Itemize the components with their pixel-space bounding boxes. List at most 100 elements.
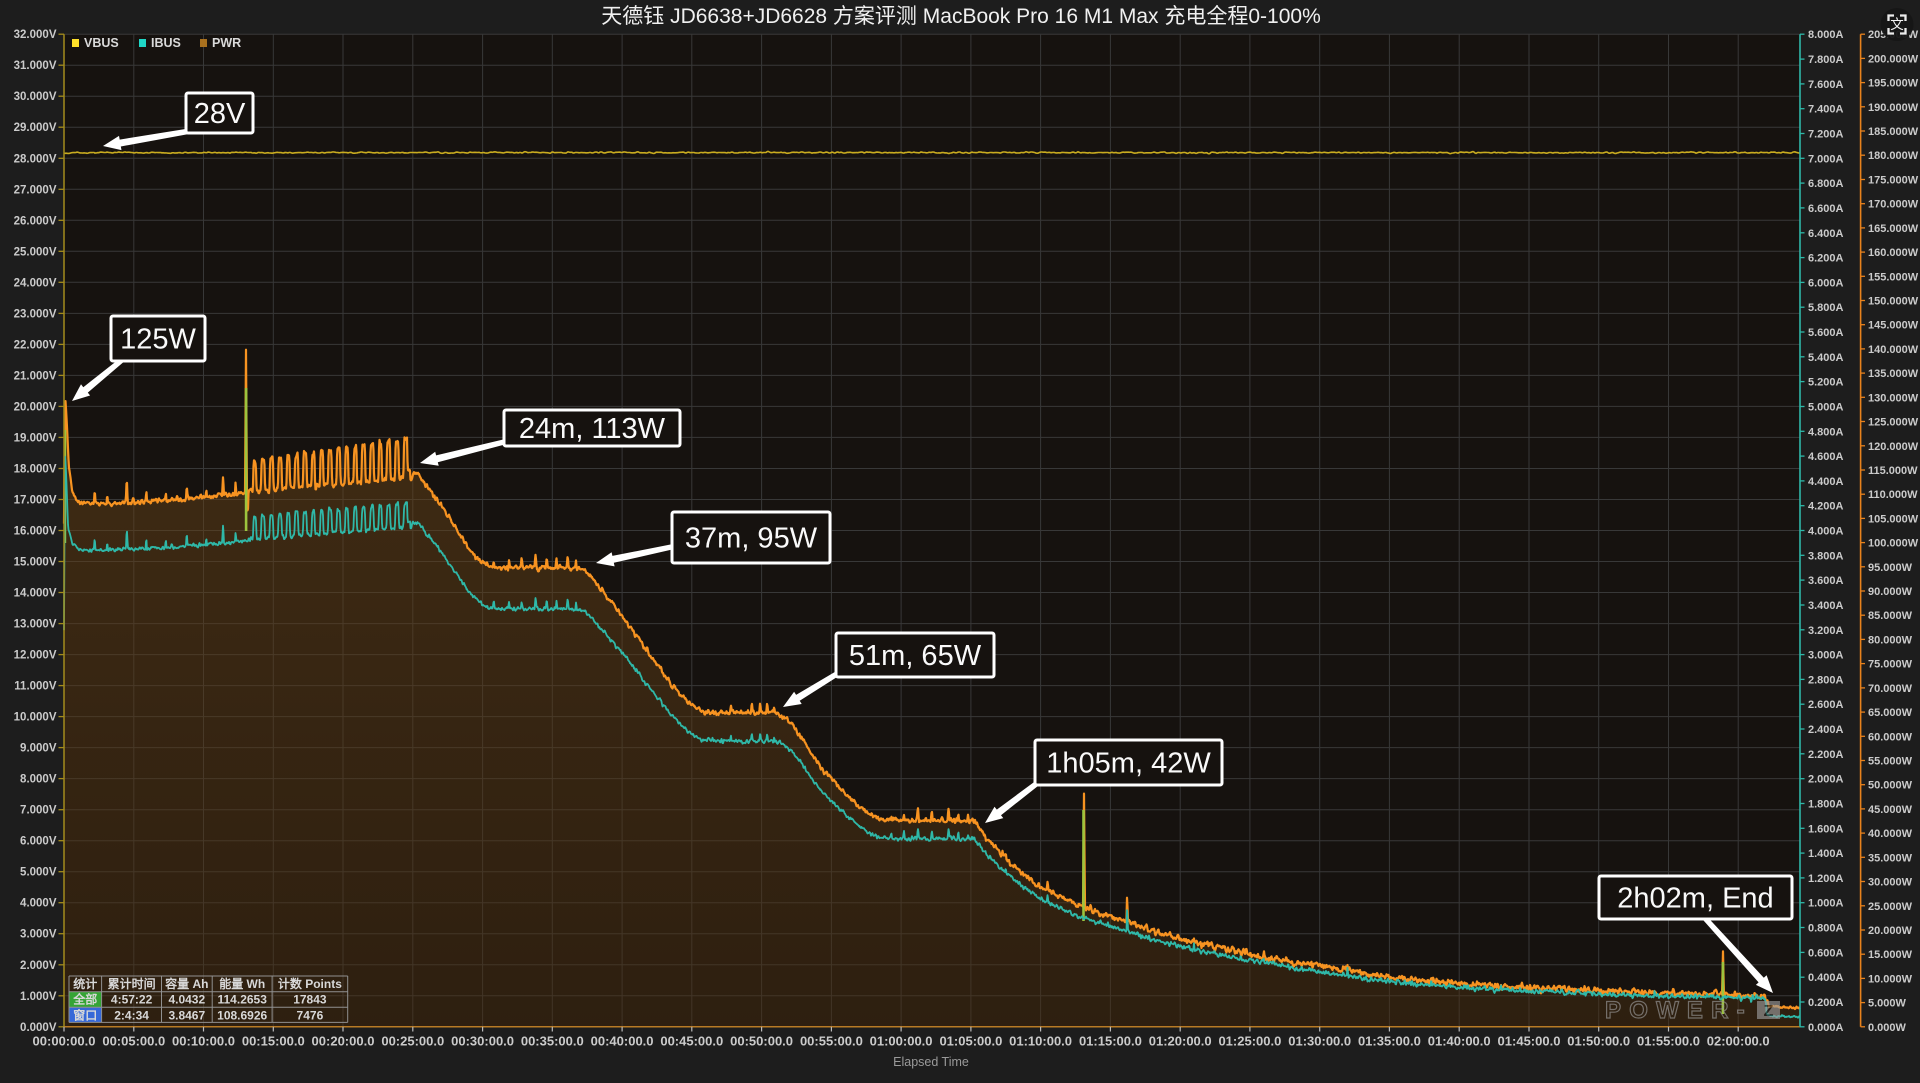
svg-text:15.000W: 15.000W [1868,949,1913,961]
svg-text:190.000W: 190.000W [1868,102,1919,114]
svg-text:17.000V: 17.000V [14,495,57,507]
svg-text:3.800A: 3.800A [1808,550,1844,562]
svg-text:16.000V: 16.000V [14,526,57,538]
svg-text:30.000V: 30.000V [14,91,57,103]
svg-text:00:10:00.0: 00:10:00.0 [172,1034,235,1049]
svg-text:1.000A: 1.000A [1808,898,1844,910]
svg-text:70.000W: 70.000W [1868,683,1913,695]
svg-text:1h05m, 42W: 1h05m, 42W [1046,748,1211,780]
svg-text:130.000W: 130.000W [1868,392,1919,404]
svg-text:5.400A: 5.400A [1808,352,1844,364]
svg-text:22.000V: 22.000V [14,339,57,351]
svg-text:01:45:00.0: 01:45:00.0 [1498,1034,1561,1049]
svg-text:32.000V: 32.000V [14,29,57,41]
svg-text:170.000W: 170.000W [1868,199,1919,211]
svg-text:6.400A: 6.400A [1808,228,1844,240]
svg-text:25.000W: 25.000W [1868,901,1913,913]
svg-text:175.000W: 175.000W [1868,175,1919,187]
svg-text:POWER-: POWER- [1605,997,1753,1024]
svg-text:02:00:00.0: 02:00:00.0 [1707,1034,1770,1049]
svg-text:12.000V: 12.000V [14,650,57,662]
svg-text:00:40:00.0: 00:40:00.0 [591,1034,654,1049]
svg-text:25.000V: 25.000V [14,246,57,258]
svg-text:00:05:00.0: 00:05:00.0 [102,1034,165,1049]
svg-text:全部: 全部 [72,992,97,1007]
svg-text:4.0432: 4.0432 [168,993,205,1007]
svg-text:00:35:00.0: 00:35:00.0 [521,1034,584,1049]
svg-text:165.000W: 165.000W [1868,223,1919,235]
svg-text:20.000W: 20.000W [1868,925,1913,937]
svg-text:01:05:00.0: 01:05:00.0 [939,1034,1002,1049]
svg-text:2.000V: 2.000V [20,960,57,972]
svg-text:01:50:00.0: 01:50:00.0 [1567,1034,1630,1049]
svg-text:5.800A: 5.800A [1808,302,1844,314]
svg-text:95.000W: 95.000W [1868,562,1913,574]
svg-text:2:4:34: 2:4:34 [114,1008,149,1022]
svg-text:01:55:00.0: 01:55:00.0 [1637,1034,1700,1049]
svg-text:3.8467: 3.8467 [168,1008,205,1022]
svg-text:140.000W: 140.000W [1868,344,1919,356]
svg-text:60.000W: 60.000W [1868,731,1913,743]
svg-text:0.400A: 0.400A [1808,972,1844,984]
svg-text:0.000A: 0.000A [1808,1022,1844,1034]
svg-text:150.000W: 150.000W [1868,296,1919,308]
svg-text:21.000V: 21.000V [14,370,57,382]
svg-text:7.000V: 7.000V [20,805,57,817]
svg-text:108.6926: 108.6926 [217,1008,267,1022]
svg-text:00:20:00.0: 00:20:00.0 [312,1034,375,1049]
svg-text:7.200A: 7.200A [1808,129,1844,141]
svg-text:9.000V: 9.000V [20,743,57,755]
svg-text:11.000V: 11.000V [14,681,57,693]
svg-text:01:15:00.0: 01:15:00.0 [1079,1034,1142,1049]
svg-text:5.600A: 5.600A [1808,327,1844,339]
svg-text:2.400A: 2.400A [1808,724,1844,736]
svg-text:计数 Points: 计数 Points [278,976,342,991]
svg-text:24m, 113W: 24m, 113W [519,413,666,445]
svg-text:20.000V: 20.000V [14,401,57,413]
svg-text:40.000W: 40.000W [1868,828,1913,840]
svg-text:13.000V: 13.000V [14,619,57,631]
svg-text:135.000W: 135.000W [1868,368,1919,380]
svg-text:31.000V: 31.000V [14,60,57,72]
svg-text:10.000V: 10.000V [14,712,57,724]
svg-text:15.000V: 15.000V [14,557,57,569]
svg-text:01:20:00.0: 01:20:00.0 [1149,1034,1212,1049]
svg-text:85.000W: 85.000W [1868,610,1913,622]
svg-text:2h02m, End: 2h02m, End [1617,883,1773,915]
svg-text:01:30:00.0: 01:30:00.0 [1288,1034,1351,1049]
svg-text:00:00:00.0: 00:00:00.0 [33,1034,96,1049]
svg-text:28.000V: 28.000V [14,153,57,165]
svg-text:01:10:00.0: 01:10:00.0 [1009,1034,1072,1049]
svg-text:1.000V: 1.000V [20,991,57,1003]
svg-text:00:55:00.0: 00:55:00.0 [800,1034,863,1049]
svg-text:5.000V: 5.000V [20,867,57,879]
svg-text:50.000W: 50.000W [1868,780,1913,792]
svg-text:3.200A: 3.200A [1808,625,1844,637]
svg-text:0.000V: 0.000V [20,1022,57,1034]
svg-text:125.000W: 125.000W [1868,417,1919,429]
svg-text:6.200A: 6.200A [1808,253,1844,265]
svg-text:145.000W: 145.000W [1868,320,1919,332]
svg-text:7.600A: 7.600A [1808,79,1844,91]
svg-text:100.000W: 100.000W [1868,538,1919,550]
svg-text:7.000A: 7.000A [1808,153,1844,165]
svg-text:统计: 统计 [73,976,97,991]
svg-text:3.000A: 3.000A [1808,650,1844,662]
svg-text:PWR: PWR [212,36,241,50]
svg-text:2.800A: 2.800A [1808,674,1844,686]
svg-text:Elapsed Time: Elapsed Time [893,1055,969,1069]
svg-text:4.400A: 4.400A [1808,476,1844,488]
svg-text:18.000V: 18.000V [14,464,57,476]
svg-text:1.400A: 1.400A [1808,848,1844,860]
svg-text:7.400A: 7.400A [1808,104,1844,116]
svg-text:80.000W: 80.000W [1868,634,1913,646]
svg-text:125W: 125W [120,324,196,356]
svg-text:4.000A: 4.000A [1808,526,1844,538]
svg-text:天德钰 JD6638+JD6628 方案评测 MacBook: 天德钰 JD6638+JD6628 方案评测 MacBook Pro 16 M1… [601,5,1321,28]
svg-text:195.000W: 195.000W [1868,78,1919,90]
svg-text:200.000W: 200.000W [1868,53,1919,65]
svg-text:0.200A: 0.200A [1808,997,1844,1009]
svg-text:1.800A: 1.800A [1808,799,1844,811]
svg-text:35.000W: 35.000W [1868,852,1913,864]
svg-text:114.2653: 114.2653 [218,993,268,1007]
